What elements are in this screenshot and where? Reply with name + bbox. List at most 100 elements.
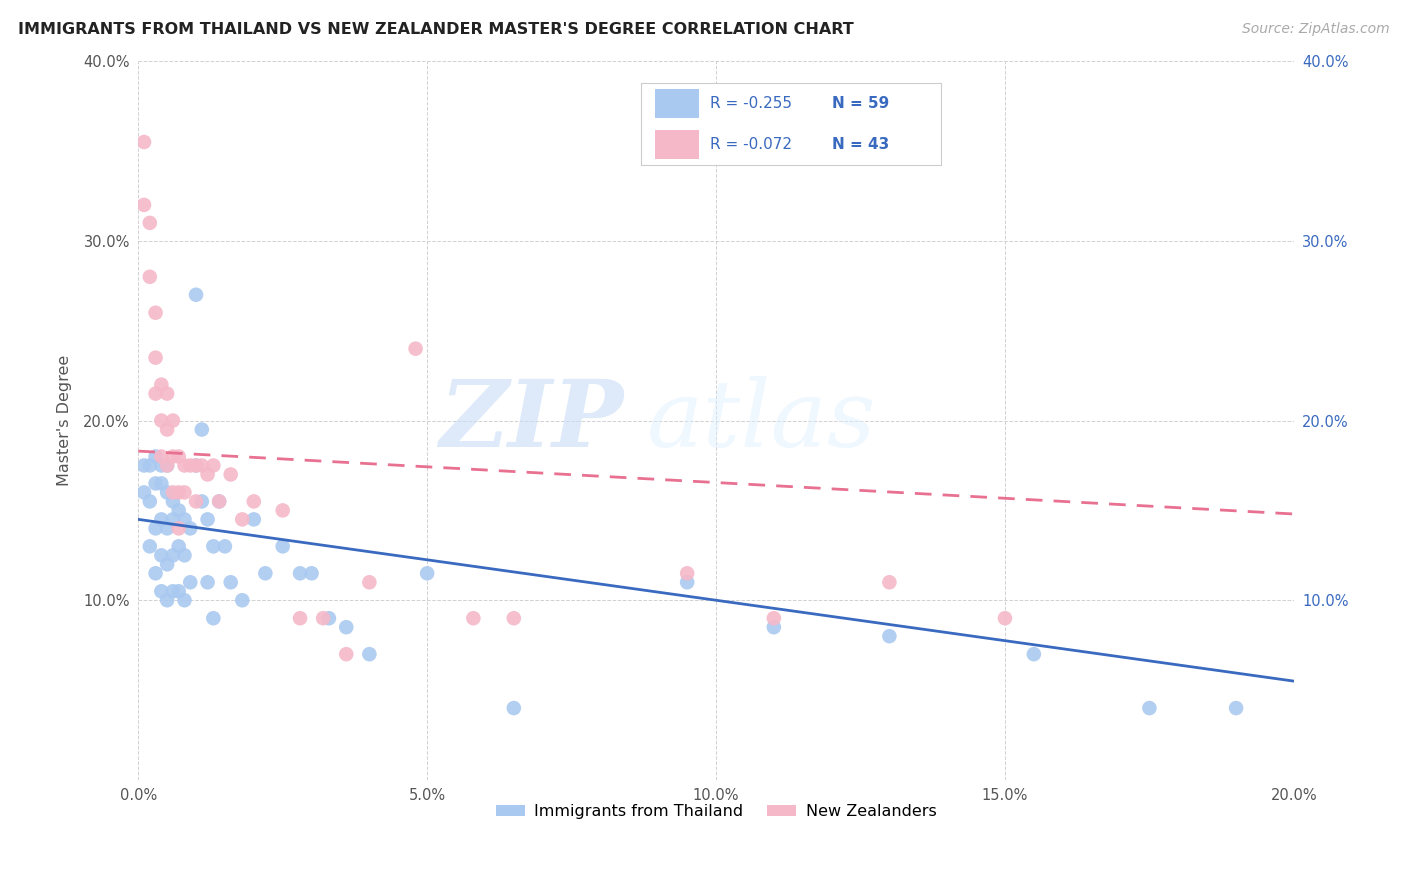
Point: [156, 423, 179, 437]
Bar: [655, 130, 699, 159]
Point: [335, 647, 357, 661]
Point: [184, 287, 207, 301]
FancyBboxPatch shape: [641, 83, 942, 165]
Point: [318, 611, 340, 625]
Bar: [655, 89, 699, 118]
Point: [879, 575, 901, 590]
Point: [162, 549, 184, 563]
Point: [219, 467, 242, 482]
Point: [994, 611, 1017, 625]
Point: [208, 494, 231, 508]
Point: [132, 198, 155, 212]
Point: [132, 458, 155, 473]
Point: [162, 413, 184, 427]
Point: [208, 494, 231, 508]
Point: [145, 386, 167, 401]
Point: [167, 584, 190, 599]
Point: [156, 558, 179, 572]
Point: [288, 611, 311, 625]
Point: [676, 566, 699, 581]
Point: [1139, 701, 1161, 715]
Point: [156, 386, 179, 401]
Text: R = -0.072: R = -0.072: [710, 137, 792, 153]
Point: [162, 584, 184, 599]
Point: [1225, 701, 1247, 715]
Text: R = -0.255: R = -0.255: [710, 95, 792, 111]
Point: [231, 593, 253, 607]
Point: [359, 647, 381, 661]
Point: [202, 611, 225, 625]
Point: [416, 566, 439, 581]
Point: [502, 701, 524, 715]
Point: [150, 377, 173, 392]
Point: [191, 423, 214, 437]
Point: [197, 467, 219, 482]
Point: [197, 575, 219, 590]
Point: [463, 611, 485, 625]
Point: [167, 485, 190, 500]
Point: [139, 458, 162, 473]
Point: [762, 611, 785, 625]
Point: [197, 512, 219, 526]
Point: [167, 450, 190, 464]
Point: [243, 512, 266, 526]
Point: [405, 342, 427, 356]
Text: ZIP: ZIP: [439, 376, 624, 466]
Point: [150, 584, 173, 599]
Point: [879, 629, 901, 643]
Point: [156, 485, 179, 500]
Point: [150, 413, 173, 427]
Point: [145, 476, 167, 491]
Point: [132, 135, 155, 149]
Y-axis label: Master's Degree: Master's Degree: [58, 355, 72, 486]
Point: [202, 458, 225, 473]
Point: [156, 458, 179, 473]
Point: [150, 476, 173, 491]
Text: IMMIGRANTS FROM THAILAND VS NEW ZEALANDER MASTER'S DEGREE CORRELATION CHART: IMMIGRANTS FROM THAILAND VS NEW ZEALANDE…: [18, 22, 853, 37]
Point: [150, 458, 173, 473]
Point: [145, 450, 167, 464]
Point: [202, 539, 225, 553]
Text: Source: ZipAtlas.com: Source: ZipAtlas.com: [1241, 22, 1389, 37]
Point: [145, 351, 167, 365]
Point: [762, 620, 785, 634]
Point: [167, 503, 190, 517]
Point: [167, 539, 190, 553]
Point: [162, 494, 184, 508]
Point: [335, 620, 357, 634]
Point: [288, 566, 311, 581]
Point: [243, 494, 266, 508]
Point: [214, 539, 236, 553]
Point: [502, 611, 524, 625]
Point: [139, 269, 162, 284]
Point: [184, 458, 207, 473]
Point: [676, 575, 699, 590]
Point: [312, 611, 335, 625]
Point: [150, 450, 173, 464]
Point: [179, 521, 201, 535]
Point: [184, 458, 207, 473]
Point: [162, 450, 184, 464]
Point: [145, 566, 167, 581]
Point: [173, 549, 195, 563]
Point: [173, 512, 195, 526]
Point: [179, 575, 201, 590]
Point: [173, 458, 195, 473]
Point: [167, 521, 190, 535]
Point: [139, 539, 162, 553]
Point: [173, 485, 195, 500]
Point: [191, 458, 214, 473]
Point: [219, 575, 242, 590]
Point: [231, 512, 253, 526]
Point: [145, 521, 167, 535]
Point: [156, 521, 179, 535]
Point: [184, 494, 207, 508]
Point: [162, 485, 184, 500]
Point: [139, 494, 162, 508]
Text: N = 43: N = 43: [831, 137, 889, 153]
Point: [132, 485, 155, 500]
Point: [1022, 647, 1045, 661]
Point: [179, 458, 201, 473]
Point: [271, 503, 294, 517]
Point: [271, 539, 294, 553]
